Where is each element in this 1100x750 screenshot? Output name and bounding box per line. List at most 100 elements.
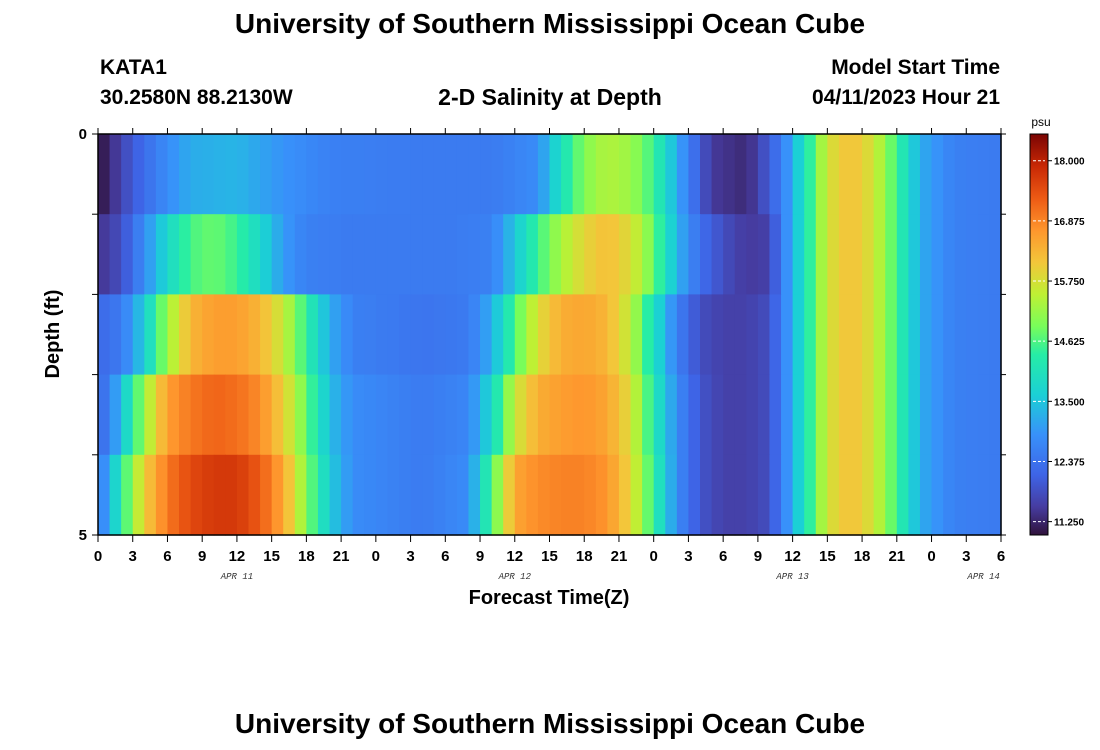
heatmap-cell bbox=[885, 294, 898, 376]
heatmap-cell bbox=[885, 214, 898, 295]
heatmap-cell bbox=[109, 454, 122, 536]
heatmap-cell bbox=[549, 214, 562, 295]
x-tick-label: 3 bbox=[406, 548, 414, 565]
heatmap-cell bbox=[630, 214, 643, 295]
heatmap-cell bbox=[584, 294, 597, 376]
heatmap-cell bbox=[236, 214, 250, 295]
heatmap-cell bbox=[584, 214, 597, 295]
heatmap-cell bbox=[190, 374, 203, 456]
heatmap-cell bbox=[931, 134, 944, 215]
heatmap-cell bbox=[549, 454, 562, 536]
heatmap-cell bbox=[422, 214, 435, 295]
heatmap-cell bbox=[595, 294, 608, 376]
heatmap-cell bbox=[595, 454, 608, 536]
heatmap-cell bbox=[503, 214, 516, 295]
heatmap-cell bbox=[688, 134, 701, 215]
heatmap-cell bbox=[213, 454, 226, 536]
heatmap-cell bbox=[433, 214, 446, 295]
heatmap-cell bbox=[271, 454, 284, 536]
heatmap-cell bbox=[375, 294, 389, 376]
heatmap-cell bbox=[642, 374, 655, 456]
colorbar-tick-label: 15.750 bbox=[1054, 277, 1085, 288]
heatmap-cell bbox=[144, 214, 157, 295]
heatmap-cell bbox=[422, 294, 435, 376]
heatmap-cell bbox=[236, 294, 250, 376]
heatmap-cell bbox=[283, 214, 296, 295]
heatmap-cell bbox=[665, 374, 678, 456]
heatmap-cell bbox=[885, 454, 898, 536]
heatmap-cell bbox=[144, 134, 157, 215]
heatmap-cell bbox=[468, 454, 481, 536]
heatmap-cell bbox=[352, 454, 365, 536]
heatmap-cell bbox=[410, 134, 423, 215]
heatmap-cell bbox=[746, 214, 759, 295]
heatmap-cell bbox=[179, 294, 192, 376]
heatmap-cell bbox=[862, 454, 875, 536]
heatmap-cell bbox=[561, 454, 574, 536]
heatmap-cell bbox=[537, 374, 551, 456]
heatmap-cell bbox=[306, 374, 319, 456]
heatmap-cell bbox=[445, 454, 458, 536]
heatmap-cell bbox=[399, 134, 412, 215]
heatmap-cell bbox=[98, 454, 111, 536]
heatmap-cell bbox=[873, 214, 886, 295]
heatmap-cell bbox=[781, 294, 794, 376]
heatmap-cell bbox=[746, 374, 759, 456]
x-tick-label: 9 bbox=[754, 548, 762, 565]
heatmap-cell bbox=[155, 374, 169, 456]
heatmap-cell bbox=[989, 374, 1002, 456]
heatmap-cell bbox=[827, 374, 840, 456]
heatmap-cell bbox=[121, 454, 134, 536]
heatmap-cell bbox=[375, 134, 389, 215]
heatmap-cell bbox=[908, 454, 921, 536]
heatmap-cell bbox=[700, 214, 713, 295]
heatmap-cell bbox=[364, 374, 377, 456]
heatmap-cell bbox=[607, 134, 620, 215]
heatmap-cell bbox=[445, 294, 458, 376]
heatmap-cell bbox=[306, 214, 319, 295]
heatmap-cell bbox=[341, 214, 354, 295]
heatmap-cell bbox=[977, 134, 991, 215]
heatmap-cell bbox=[804, 374, 817, 456]
date-label: APR 14 bbox=[966, 572, 999, 582]
heatmap-cell bbox=[804, 294, 817, 376]
heatmap-cell bbox=[456, 134, 470, 215]
heatmap-cell bbox=[653, 374, 666, 456]
heatmap-cell bbox=[503, 454, 516, 536]
station-coordinates: 30.2580N 88.2130W bbox=[100, 86, 293, 109]
heatmap-cell bbox=[480, 294, 493, 376]
heatmap-cell bbox=[526, 134, 539, 215]
heatmap-cell bbox=[931, 374, 944, 456]
heatmap-cell bbox=[271, 134, 284, 215]
heatmap-cell bbox=[248, 294, 261, 376]
colorbar-tick-label: 12.375 bbox=[1054, 457, 1085, 468]
heatmap-cell bbox=[688, 454, 701, 536]
y-tick-label: 5 bbox=[79, 527, 87, 544]
heatmap-cell bbox=[723, 134, 736, 215]
heatmap-cell bbox=[896, 214, 909, 295]
heatmap-cell bbox=[260, 374, 273, 456]
heatmap-cell bbox=[306, 294, 319, 376]
heatmap-cell bbox=[375, 454, 389, 536]
colorbar: psu 18.000 16.875 15.750 14.625 13.500 12.375… bbox=[1029, 115, 1085, 536]
heatmap-cell bbox=[456, 214, 470, 295]
heatmap-cell bbox=[931, 454, 944, 536]
heatmap-cell bbox=[433, 374, 446, 456]
heatmap-cell bbox=[769, 374, 782, 456]
heatmap-cell bbox=[179, 214, 192, 295]
heatmap-cell bbox=[167, 294, 180, 376]
heatmap-cell bbox=[225, 374, 238, 456]
heatmap-cell bbox=[375, 214, 389, 295]
heatmap-cell bbox=[352, 374, 365, 456]
x-tick-label: 3 bbox=[684, 548, 692, 565]
x-tick-label: 21 bbox=[611, 548, 628, 565]
heatmap-cell bbox=[815, 214, 828, 295]
heatmap-cell bbox=[607, 294, 620, 376]
heatmap-cell bbox=[966, 214, 979, 295]
heatmap-cell bbox=[132, 454, 145, 536]
x-tick-label: 0 bbox=[372, 548, 380, 565]
date-label: APR 13 bbox=[775, 572, 809, 582]
heatmap-cell bbox=[410, 294, 423, 376]
heatmap-cell bbox=[190, 454, 203, 536]
heatmap-cell bbox=[676, 214, 690, 295]
